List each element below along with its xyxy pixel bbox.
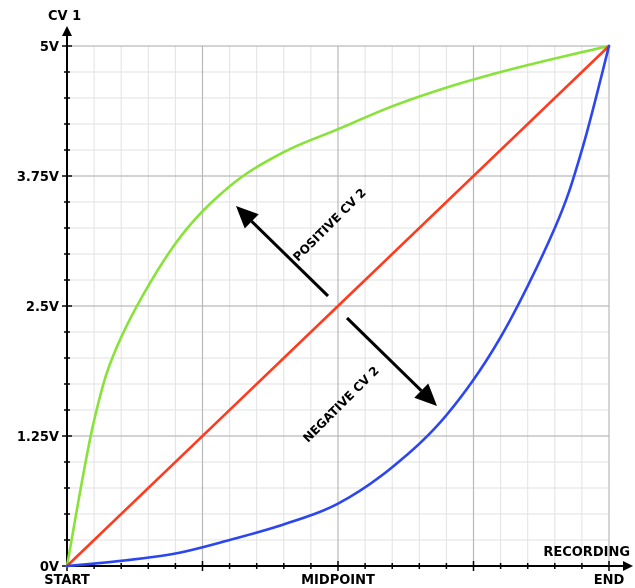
x-tick-label: MIDPOINT <box>301 573 375 588</box>
y-axis-title: CV 1 <box>48 9 81 24</box>
y-axis-arrowhead <box>62 26 72 36</box>
positive-arrow-line <box>250 220 330 298</box>
y-tick-label: 0V <box>40 560 59 575</box>
positive-arrow-head <box>236 206 259 229</box>
annotation-negative: NEGATIVE CV 2 <box>300 316 437 446</box>
green-curve <box>65 44 611 568</box>
negative-arrow-line <box>345 316 423 392</box>
y-tick-label: 5V <box>40 40 59 55</box>
tick-labels: 0V 1.25V 2.5V 3.75V 5V START MIDPOINT END <box>17 40 625 588</box>
y-tick-label: 1.25V <box>17 430 59 445</box>
x-axis-arrowhead <box>623 561 633 571</box>
y-tick-label: 3.75V <box>17 170 59 185</box>
x-axis-title: RECORDING <box>543 545 630 560</box>
y-tick-label: 2.5V <box>26 300 59 315</box>
axes <box>62 26 633 571</box>
blue-curve <box>65 44 611 568</box>
x-tick-label: START <box>44 573 90 588</box>
axis-ticks <box>62 45 610 571</box>
red-linear-line <box>65 44 611 568</box>
series-layer <box>65 44 611 568</box>
positive-cv2-label: POSITIVE CV 2 <box>290 186 369 265</box>
x-tick-label: END <box>594 573 625 588</box>
negative-cv2-label: NEGATIVE CV 2 <box>300 364 382 446</box>
negative-arrow-head <box>414 383 437 406</box>
